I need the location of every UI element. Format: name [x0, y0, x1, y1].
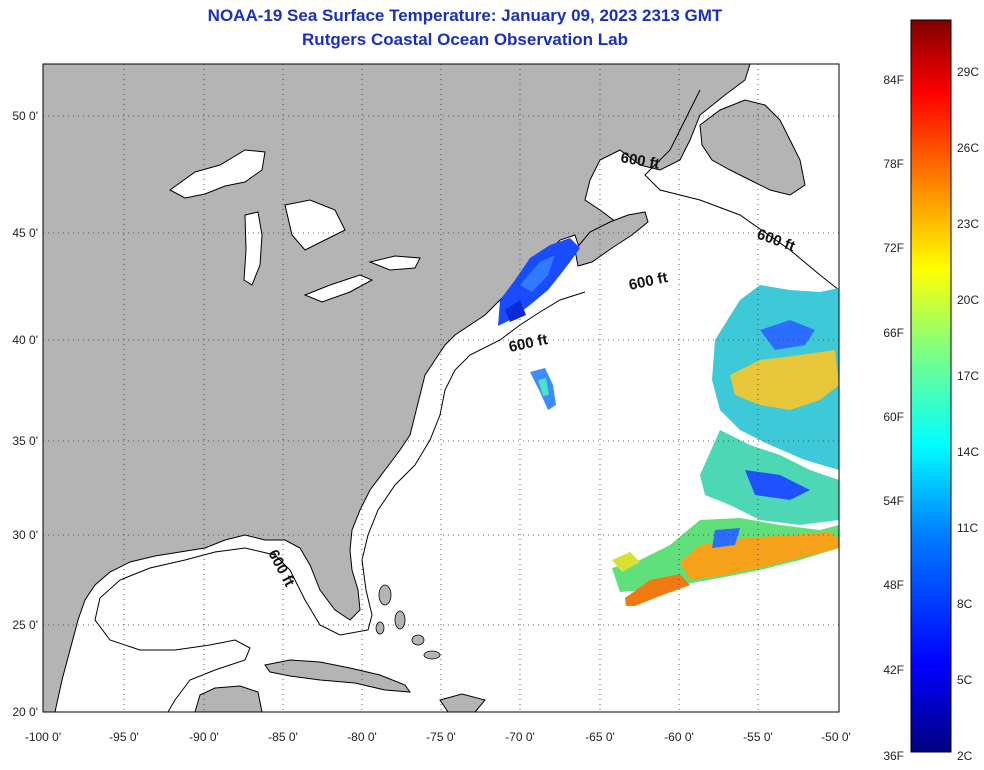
- lat-tick-label: 25 0': [12, 618, 38, 632]
- map-subtitle: Rutgers Coastal Ocean Observation Lab: [302, 30, 628, 49]
- colorbar-f-label: 78F: [883, 157, 904, 171]
- colorbar-c-label: 5C: [957, 673, 973, 687]
- lat-tick-label: 40 0': [12, 333, 38, 347]
- lake-erie: [303, 274, 374, 303]
- lon-tick-label: -65 0': [585, 730, 615, 744]
- lon-tick-label: -75 0': [426, 730, 456, 744]
- lake-superior: [169, 149, 266, 199]
- map-title: NOAA-19 Sea Surface Temperature: January…: [207, 6, 723, 25]
- colorbar-celsius-labels: 29C 26C 23C 20C 17C 14C 11C 8C 5C 2C: [957, 65, 979, 763]
- colorbar-fahrenheit-labels: 84F 78F 72F 66F 60F 54F 48F 42F 36F: [883, 73, 904, 763]
- lat-tick-label: 30 0': [12, 528, 38, 542]
- colorbar-c-label: 14C: [957, 445, 979, 459]
- latitude-axis: 50 0' 45 0' 40 0' 35 0' 30 0' 25 0' 20 0…: [12, 109, 38, 719]
- lon-tick-label: -55 0': [743, 730, 773, 744]
- sst-swath-atlantic: [612, 285, 839, 606]
- colorbar-f-label: 36F: [883, 749, 904, 763]
- colorbar-c-label: 29C: [957, 65, 979, 79]
- lon-tick-label: -90 0': [189, 730, 219, 744]
- colorbar-f-label: 60F: [883, 410, 904, 424]
- lat-tick-label: 50 0': [12, 109, 38, 123]
- colorbar-f-label: 66F: [883, 326, 904, 340]
- lon-tick-label: -50 0': [821, 730, 851, 744]
- contour-label-600ft-1: 600 ft: [619, 149, 661, 173]
- map-frame: [42, 63, 840, 713]
- colorbar-c-label: 23C: [957, 217, 979, 231]
- colorbar-gradient: [910, 19, 952, 753]
- north-america-land: [43, 64, 751, 712]
- colorbar-c-label: 11C: [957, 521, 978, 535]
- lon-tick-label: -80 0': [347, 730, 377, 744]
- lon-tick-label: -100 0': [25, 730, 61, 744]
- graticule: [43, 64, 839, 712]
- lon-tick-label: -85 0': [268, 730, 298, 744]
- lat-tick-label: 45 0': [12, 226, 38, 240]
- great-lakes: [169, 149, 421, 303]
- colorbar-f-label: 42F: [883, 663, 904, 677]
- bahamas: [375, 584, 441, 660]
- colorbar-c-label: 26C: [957, 141, 979, 155]
- colorbar-f-label: 54F: [883, 494, 904, 508]
- colorbar-c-label: 2C: [957, 749, 973, 763]
- lon-tick-label: -95 0': [109, 730, 139, 744]
- colorbar-c-label: 17C: [957, 369, 979, 383]
- yucatan: [194, 685, 263, 712]
- sst-patch-offshore: [530, 368, 556, 410]
- colorbar-f-label: 84F: [883, 73, 904, 87]
- colorbar-c-label: 20C: [957, 293, 979, 307]
- lake-michigan: [243, 211, 263, 286]
- lake-ontario: [368, 255, 421, 271]
- lon-tick-label: -60 0': [664, 730, 694, 744]
- colorbar-c-label: 8C: [957, 597, 973, 611]
- hispaniola: [439, 693, 486, 712]
- depth-contour-600ft: [94, 89, 839, 712]
- longitude-axis: -100 0' -95 0' -90 0' -85 0' -80 0' -75 …: [25, 730, 851, 744]
- colorbar: 84F 78F 72F 66F 60F 54F 48F 42F 36F 29C …: [883, 19, 979, 763]
- lat-tick-label: 20 0': [12, 705, 38, 719]
- lon-tick-label: -70 0': [505, 730, 535, 744]
- cuba: [264, 659, 412, 693]
- newfoundland: [699, 99, 806, 196]
- colorbar-f-label: 48F: [883, 578, 904, 592]
- lat-tick-label: 35 0': [12, 434, 38, 448]
- colorbar-f-label: 72F: [883, 241, 904, 255]
- lake-huron: [284, 199, 346, 251]
- nova-scotia: [574, 211, 649, 267]
- sst-gulf-of-maine: [498, 238, 580, 326]
